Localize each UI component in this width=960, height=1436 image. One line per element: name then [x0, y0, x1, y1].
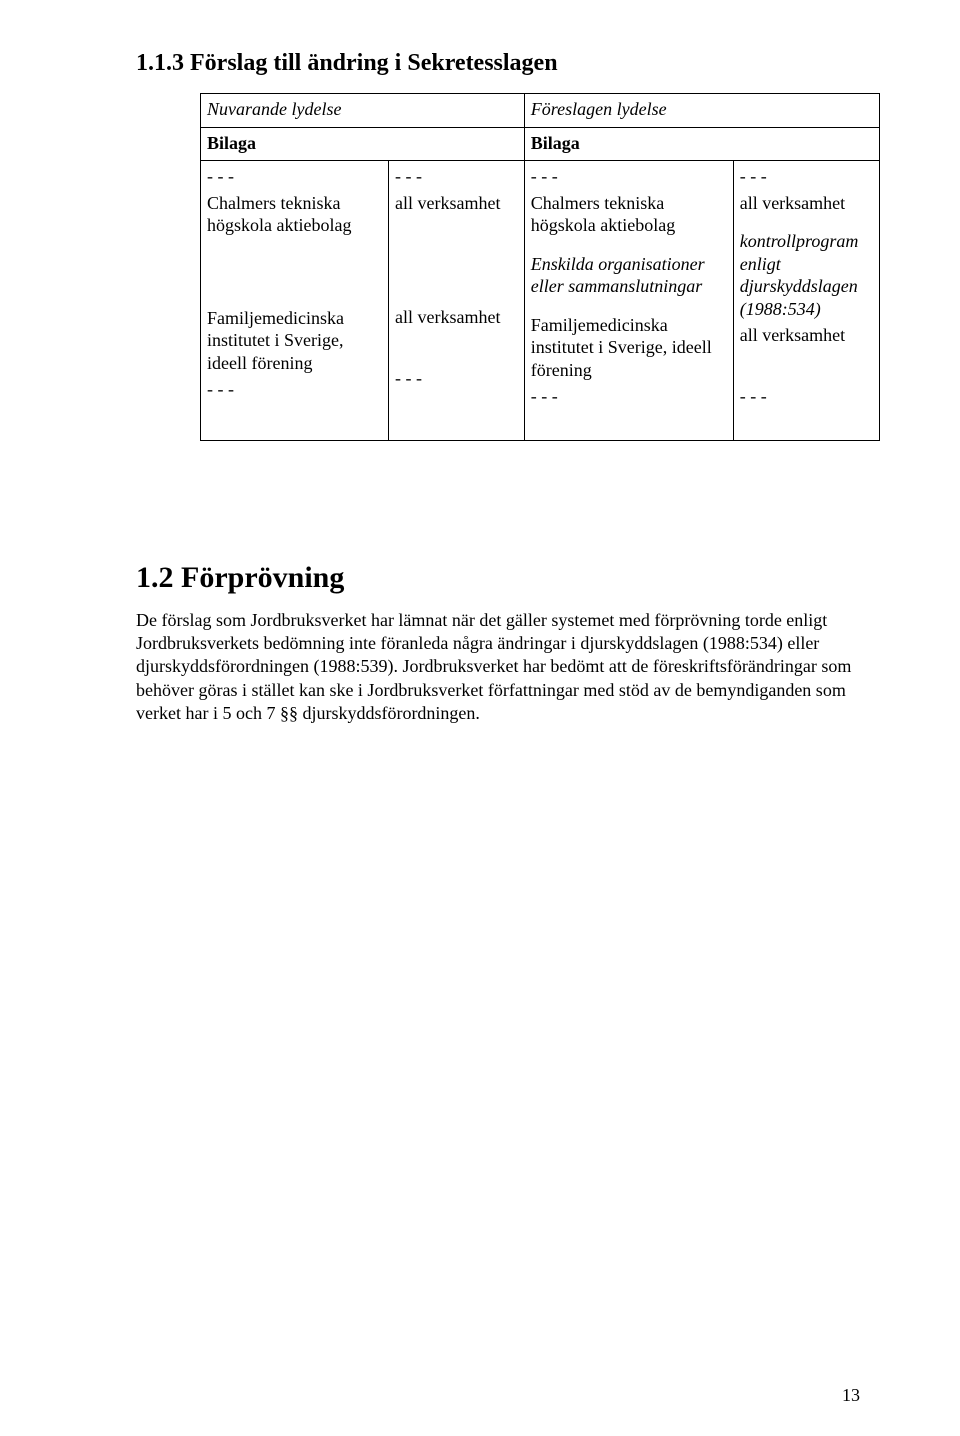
table-subheader-row: Bilaga Bilaga [201, 127, 880, 161]
comparison-table: Nuvarande lydelse Föreslagen lydelse Bil… [200, 93, 880, 441]
bilaga-right: Bilaga [531, 132, 873, 155]
header-right: Föreslagen lydelse [524, 94, 879, 128]
col1-chalmers: Chalmers tekniska högskola aktiebolag [207, 192, 382, 237]
col4-dash1: - - - [740, 165, 873, 188]
col3-enskilda: Enskilda organisationer eller sammanslut… [531, 253, 727, 298]
cell-col3: - - - Chalmers tekniska högskola aktiebo… [524, 161, 733, 441]
bilaga-left: Bilaga [207, 132, 518, 155]
col2-dash1: - - - [395, 165, 518, 188]
col4-all1: all verksamhet [740, 192, 873, 215]
table-body-row: - - - Chalmers tekniska högskola aktiebo… [201, 161, 880, 441]
section2-body: De förslag som Jordbruksverket har lämna… [136, 609, 854, 726]
col4-dash2: - - - [740, 385, 873, 408]
col1-dash1: - - - [207, 165, 382, 188]
col3-dash1: - - - [531, 165, 727, 188]
col3-dash2: - - - [531, 385, 727, 408]
section-heading-2: 1.2 Förprövning [130, 561, 860, 595]
col2-dash2: - - - [395, 367, 518, 390]
col2-all2: all verksamhet [395, 306, 518, 329]
table-header-row: Nuvarande lydelse Föreslagen lydelse [201, 94, 880, 128]
col3-familje: Familjemedicinska institutet i Sverige, … [531, 314, 727, 382]
col1-dash2: - - - [207, 378, 382, 401]
cell-col4: - - - all verksamhet kontrollprogram enl… [733, 161, 879, 441]
col4-all2: all verksamhet [740, 324, 873, 347]
cell-col1: - - - Chalmers tekniska högskola aktiebo… [201, 161, 389, 441]
page-number: 13 [842, 1385, 860, 1406]
subheader-right: Bilaga [524, 127, 879, 161]
cell-col2: - - - all verksamhet all verksamhet - - … [389, 161, 525, 441]
col4-kontroll: kontrollprogram enligt djurskyddslagen (… [740, 230, 873, 320]
subheader-left: Bilaga [201, 127, 525, 161]
section-heading-1: 1.1.3 Förslag till ändring i Sekretessla… [130, 50, 860, 77]
header-left: Nuvarande lydelse [201, 94, 525, 128]
col1-familje: Familjemedicinska institutet i Sverige, … [207, 307, 382, 375]
col2-all1: all verksamhet [395, 192, 518, 215]
col3-chalmers: Chalmers tekniska högskola aktiebolag [531, 192, 727, 237]
